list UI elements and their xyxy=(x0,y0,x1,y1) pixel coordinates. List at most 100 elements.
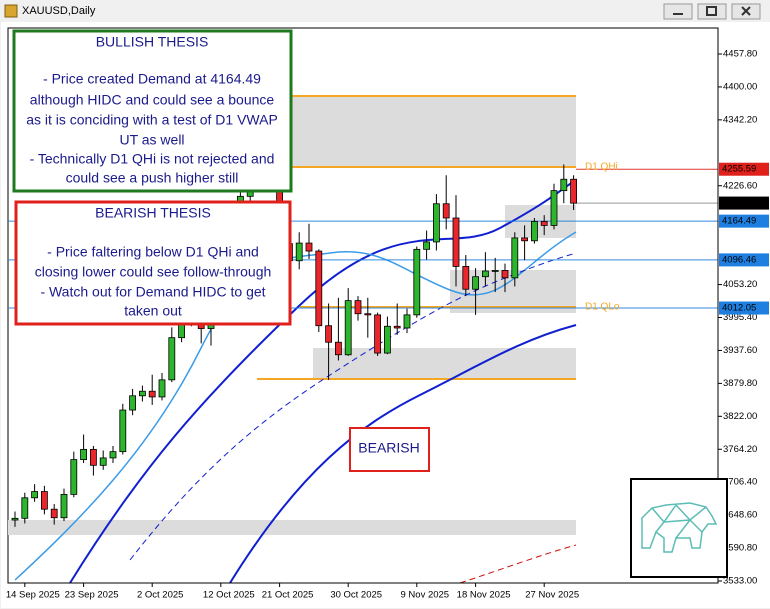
candle-body xyxy=(403,314,411,329)
y-tick-label: 3764.20 xyxy=(723,444,757,455)
note-line: as it is conciding with a test of D1 VWA… xyxy=(26,112,278,128)
candle-body xyxy=(325,325,333,343)
vwap-lower xyxy=(229,324,577,584)
y-tick-label: 3995.40 xyxy=(723,312,757,323)
y-tick-label: 4457.80 xyxy=(723,49,757,60)
x-tick-label: 14 Sep 2025 xyxy=(6,590,60,601)
y-tick-label: 3879.80 xyxy=(723,378,757,389)
window-title: XAUUSD,Daily xyxy=(22,5,96,17)
y-tick-label: 3706.40 xyxy=(723,477,757,488)
axes: 4457.80 4400.00 4342.20 4226.60 4053.20 3995.… xyxy=(6,22,770,608)
x-tick-label: 21 Oct 2025 xyxy=(262,590,314,601)
price-tag xyxy=(719,253,769,267)
candle-body xyxy=(138,390,146,397)
x-tick-label: 30 Oct 2025 xyxy=(330,590,382,601)
candle-body xyxy=(70,459,78,495)
maximize-button[interactable] xyxy=(697,3,727,20)
moving-average xyxy=(14,231,577,581)
bearish-note: BEARISH THESIS - Price faltering below D… xyxy=(14,200,292,326)
note-line: closing lower could see follow-through xyxy=(35,264,272,280)
bullish-note: BULLISH THESIS - Price created Demand at… xyxy=(12,29,293,193)
note-box xyxy=(14,200,292,326)
candle-body xyxy=(305,242,313,252)
candle-body xyxy=(550,190,558,226)
candle-body xyxy=(21,497,29,519)
y-tick-label: 3590.80 xyxy=(723,543,757,554)
candle-body xyxy=(31,491,39,499)
candle-body xyxy=(60,493,68,519)
candle-body xyxy=(501,270,509,279)
window-buttons[interactable] xyxy=(663,3,761,20)
indicators xyxy=(14,179,577,584)
candle-body xyxy=(511,237,519,279)
candle-body xyxy=(521,237,528,242)
x-tick-label: 9 Nov 2025 xyxy=(401,590,450,601)
y-tick-label: 3648.60 xyxy=(723,510,757,521)
maximize-icon xyxy=(706,6,717,16)
candle-body xyxy=(295,242,303,262)
candle-body xyxy=(354,300,362,315)
candle-body xyxy=(462,266,470,290)
logo xyxy=(630,478,728,578)
bearish-box xyxy=(349,427,430,472)
y-tick-label: 4226.60 xyxy=(723,180,757,191)
x-tick-label: 18 Nov 2025 xyxy=(457,590,511,601)
price-tag-label: 4255.59 xyxy=(722,164,756,175)
supply-zone xyxy=(262,97,576,167)
y-tick-label: 4400.00 xyxy=(723,81,757,92)
candle-body xyxy=(129,395,137,411)
candle-body xyxy=(178,323,186,339)
candle-body xyxy=(432,203,440,243)
note-line: - Price created Demand at 4164.49 xyxy=(43,71,261,87)
candle-body xyxy=(50,508,58,519)
x-tick-label: 2 Oct 2025 xyxy=(137,590,183,601)
y-tick-label: 3822.00 xyxy=(723,411,757,422)
price-tag xyxy=(719,301,769,315)
price-tag xyxy=(719,214,769,228)
candle-body xyxy=(383,325,391,354)
candle-body xyxy=(41,491,48,510)
note-line: UT as well xyxy=(119,132,184,148)
candle-body xyxy=(11,517,19,521)
bear-icon xyxy=(641,502,718,553)
candle-body xyxy=(99,457,107,466)
lower-band xyxy=(459,544,577,584)
y-tick-label: 4342.20 xyxy=(723,114,757,125)
logo-box xyxy=(630,478,728,578)
candle-body xyxy=(158,379,166,398)
price-tag xyxy=(719,196,769,210)
note-line: taken out xyxy=(124,303,182,319)
window-icon xyxy=(4,4,18,18)
candle-body xyxy=(148,390,156,398)
candle-body xyxy=(452,217,460,267)
candle-body xyxy=(315,250,323,327)
price-tag-label: 4164.49 xyxy=(722,216,756,227)
demand-zone xyxy=(8,520,576,535)
note-box xyxy=(12,29,293,193)
candle-body xyxy=(119,409,127,453)
note-line: could see a push higher still xyxy=(66,170,239,186)
level-label: D1 QLo xyxy=(585,302,620,313)
zones xyxy=(8,95,576,535)
candle-body xyxy=(472,276,480,290)
candle-body xyxy=(423,241,431,250)
note-line: - Watch out for Demand HIDC to get xyxy=(40,284,265,300)
price-tag xyxy=(719,162,769,176)
close-icon xyxy=(741,6,751,16)
minimize-button[interactable] xyxy=(663,3,693,20)
candle-body xyxy=(442,203,450,219)
candle-body xyxy=(334,341,342,356)
candle-body xyxy=(560,178,568,192)
bearish-label: BEARISH xyxy=(358,440,419,456)
x-tick-label: 23 Sep 2025 xyxy=(65,590,119,601)
candle-body xyxy=(168,337,176,381)
y-tick-label: 4053.20 xyxy=(723,279,757,290)
candle-body xyxy=(531,221,538,242)
note-title: BEARISH THESIS xyxy=(95,205,211,221)
note-line: - Price faltering below D1 QHi and xyxy=(47,244,259,260)
demand-zone xyxy=(313,348,576,378)
y-tick-label: 3533.00 xyxy=(723,576,757,587)
candle-body xyxy=(364,313,372,316)
candle-body xyxy=(540,221,548,226)
